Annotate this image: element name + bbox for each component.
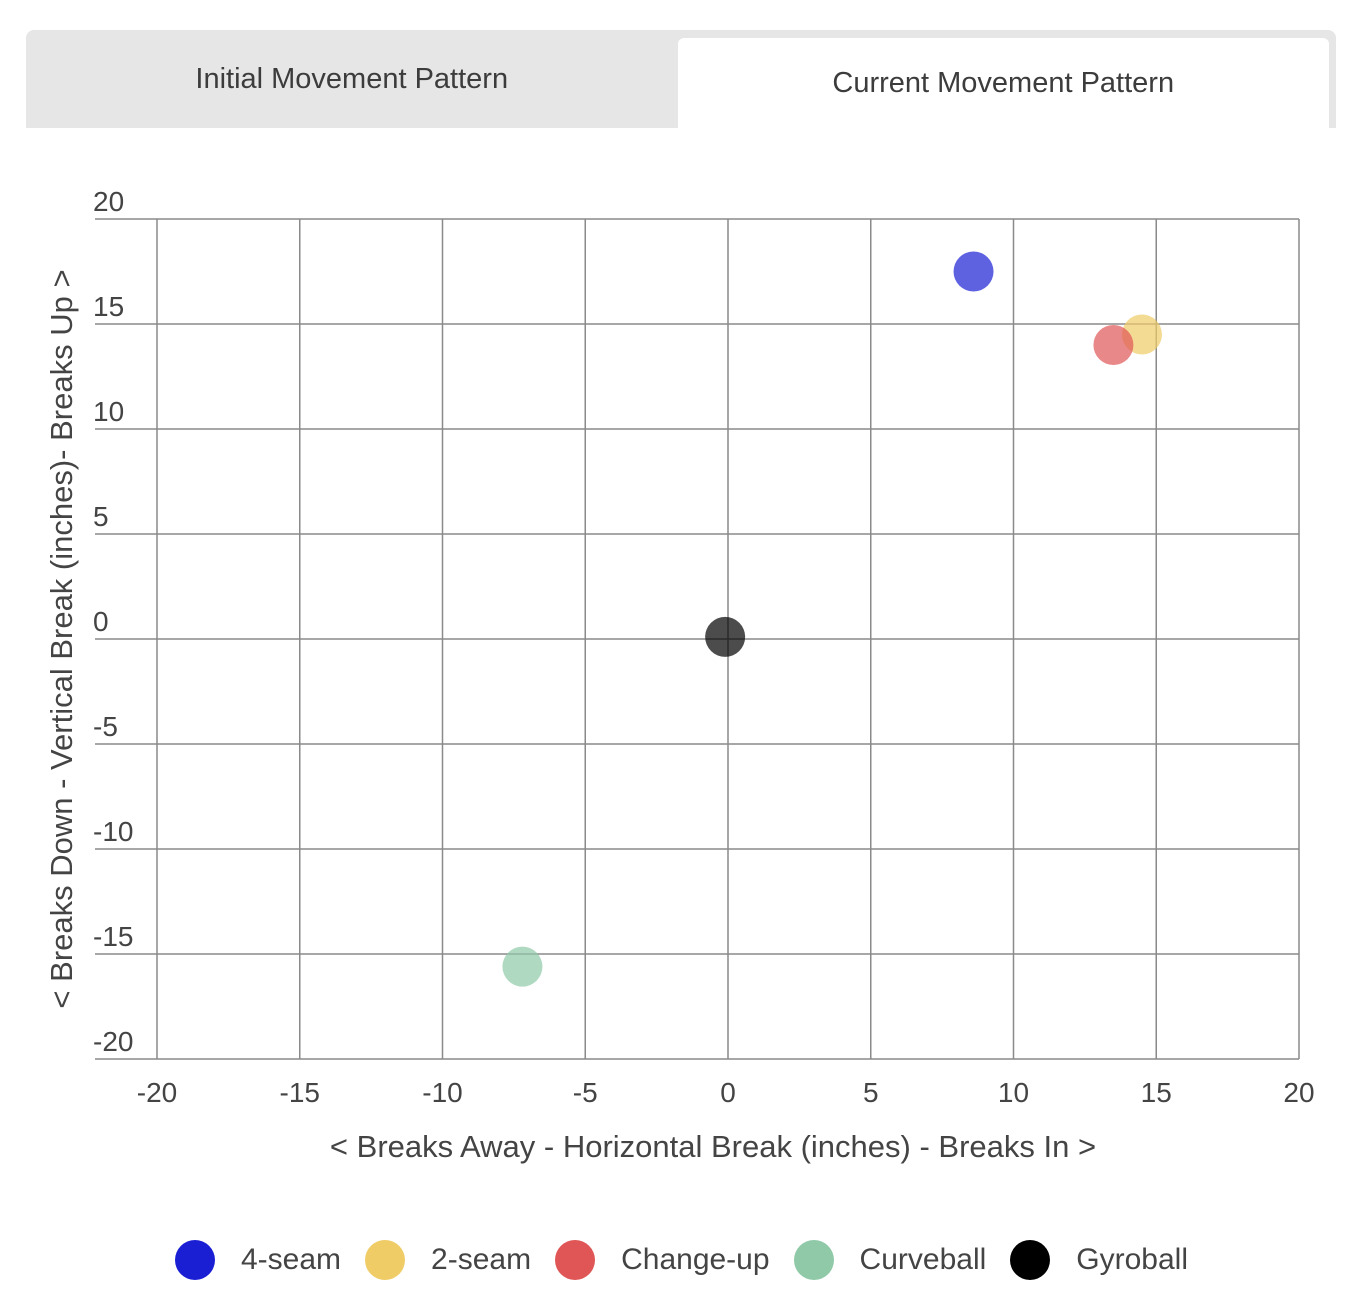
- legend-label: Curveball: [859, 1243, 987, 1276]
- x-tick-label: 15: [1141, 1077, 1172, 1108]
- legend-swatch: [1010, 1240, 1051, 1280]
- y-tick-label: -15: [93, 921, 133, 952]
- x-tick-label: -20: [137, 1077, 177, 1108]
- x-tick-label: 10: [998, 1077, 1029, 1108]
- x-tick-label: -10: [422, 1077, 462, 1108]
- tab-current-movement-pattern[interactable]: Current Movement Pattern: [677, 38, 1329, 128]
- x-axis-title: < Breaks Away - Horizontal Break (inches…: [330, 1129, 1096, 1164]
- legend-label: 2-seam: [431, 1243, 532, 1276]
- legend-swatch: [555, 1240, 596, 1280]
- data-point-change-up[interactable]: [1093, 325, 1134, 365]
- scatter-chart: -20 -15 -10 -5 0 5 10 15 20 -20-15-10-505101520 …: [44, 186, 1315, 1164]
- data-points: [502, 251, 1162, 987]
- legend-label: Gyroball: [1076, 1243, 1188, 1276]
- x-tick-label: 5: [863, 1077, 879, 1108]
- legend-swatch: [175, 1240, 215, 1280]
- y-tick-label: -20: [93, 1026, 133, 1057]
- y-tick-labels: -20 -15 -10 -5 0 5 10 15 20: [93, 186, 133, 1057]
- y-tick-label: -5: [93, 711, 118, 742]
- x-tick-label: 0: [720, 1077, 736, 1108]
- x-tick-labels: -20 -15 -10 -5 0 5 10 15 20: [137, 1077, 1315, 1108]
- legend-item-change-up[interactable]: Change-up: [555, 1240, 770, 1280]
- y-axis-title: < Breaks Down - Vertical Break (inches)-…: [44, 269, 79, 1008]
- y-tick-label: 5: [93, 501, 109, 532]
- y-tick-label: 20: [93, 186, 124, 217]
- legend-label: Change-up: [621, 1243, 770, 1276]
- y-tick-label: 10: [93, 396, 124, 427]
- x-tick-label: -15: [280, 1077, 320, 1108]
- legend-item-2-seam[interactable]: 2-seam: [365, 1240, 531, 1280]
- data-point-4-seam[interactable]: [953, 251, 994, 292]
- data-point-curveball[interactable]: [502, 946, 543, 987]
- y-tick-label: 0: [93, 606, 109, 637]
- legend-item-4-seam[interactable]: 4-seam: [175, 1240, 341, 1280]
- x-tick-label: -5: [573, 1077, 598, 1108]
- tab-initial-movement-pattern[interactable]: Initial Movement Pattern: [195, 62, 509, 95]
- tab-bar: Initial Movement Pattern Current Movemen…: [26, 30, 1336, 128]
- chart-grid: [95, 218, 1300, 1060]
- legend-item-curveball[interactable]: Curveball: [793, 1240, 987, 1280]
- legend-swatch: [365, 1240, 406, 1280]
- data-point-gyroball[interactable]: [705, 616, 746, 657]
- legend: 4-seam 2-seam Change-up Curveball Gyroball: [0, 1235, 1363, 1285]
- x-tick-label: 20: [1283, 1077, 1314, 1108]
- y-tick-label: -10: [93, 816, 133, 847]
- legend-item-gyroball[interactable]: Gyroball: [1010, 1240, 1188, 1280]
- legend-swatch: [793, 1240, 834, 1280]
- legend-label: 4-seam: [241, 1243, 342, 1276]
- y-tick-label: 15: [93, 291, 124, 322]
